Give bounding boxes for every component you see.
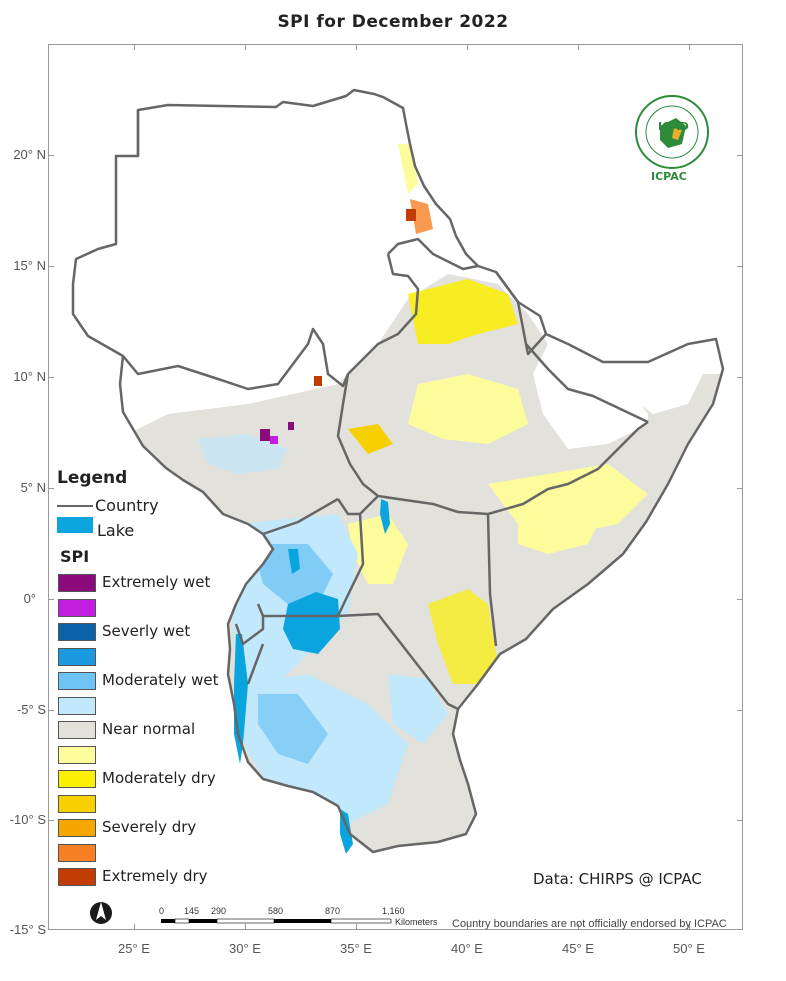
boundary-disclaimer: Country boundaries are not officially en… [452, 918, 727, 930]
spi-swatch [58, 599, 96, 617]
extremely-wet-patch [288, 422, 294, 430]
scale-unit: Kilometers [395, 917, 438, 927]
spi-swatch [58, 746, 96, 764]
spi-swatch [58, 868, 96, 886]
spi-class-label: Extremely dry [102, 867, 208, 885]
country-line-icon [57, 505, 93, 507]
lat-label-10s: -10° S [9, 812, 46, 827]
spi-swatch [58, 648, 96, 666]
lon-label-35e: 35° E [340, 941, 372, 956]
logo-icpac-text: ICPAC [651, 170, 687, 183]
lon-label-30e: 30° E [229, 941, 261, 956]
spi-map [71, 88, 725, 924]
spi-class-label: Severly wet [102, 622, 191, 640]
spi-swatch [58, 697, 96, 715]
spi-class-label: Moderately wet [102, 671, 219, 689]
lat-label-5n: 5° N [20, 480, 46, 495]
spi-swatch [58, 574, 96, 592]
lake-albert [288, 549, 300, 574]
country-borders [71, 88, 725, 854]
spi-class-label: Moderately dry [102, 769, 216, 787]
spi-class-label: Severely dry [102, 818, 197, 836]
spi-swatch [58, 795, 96, 813]
lake-victoria [283, 592, 340, 654]
lon-label-40e: 40° E [451, 941, 483, 956]
extremely-wet-patch [260, 429, 270, 441]
lon-label-25e: 25° E [118, 941, 150, 956]
extremely-dry-patch [314, 376, 322, 386]
scale-tick-1160: 1,160 [382, 906, 405, 916]
scale-tick-145: 145 [184, 906, 200, 916]
spi-swatch [58, 623, 96, 641]
logo-igad-text: IGAD [658, 120, 689, 133]
lat-label-15n: 15° N [13, 258, 46, 273]
legend-lake: Lake [97, 521, 135, 540]
spi-swatch [58, 721, 96, 739]
lat-label-20n: 20° N [13, 147, 46, 162]
lat-label-0: 0° [23, 591, 36, 606]
map-title: SPI for December 2022 [277, 12, 509, 32]
spi-swatch [58, 819, 96, 837]
scale-tick-580: 580 [268, 906, 284, 916]
extremely-wet-patch [270, 436, 278, 444]
lake-swatch [57, 517, 93, 533]
spi-title: SPI [60, 547, 90, 566]
extremely-dry-patch [406, 209, 416, 221]
spi-swatch [58, 672, 96, 690]
lat-label-5s: -5° S [16, 702, 46, 717]
lat-label-10n: 10° N [13, 369, 46, 384]
lake-turkana [380, 499, 390, 534]
lon-label-50e: 50° E [673, 941, 705, 956]
scale-tick-870: 870 [325, 906, 341, 916]
spi-swatch [58, 844, 96, 862]
spi-swatch [58, 770, 96, 788]
legend-title: Legend [57, 468, 128, 488]
scale-tick-0: 0 [159, 906, 165, 916]
scale-bar [161, 918, 392, 924]
data-credit: Data: CHIRPS @ ICPAC [533, 870, 702, 888]
scale-tick-290: 290 [211, 906, 227, 916]
spi-class-label: Extremely wet [102, 573, 211, 591]
igad-logo [635, 95, 709, 169]
spi-class-label: Near normal [102, 720, 196, 738]
lon-label-45e: 45° E [562, 941, 594, 956]
legend-country: Country [95, 496, 159, 515]
north-arrow-icon [90, 902, 112, 924]
lat-label-15s: -15° S [9, 922, 46, 937]
map-frame [48, 44, 743, 930]
